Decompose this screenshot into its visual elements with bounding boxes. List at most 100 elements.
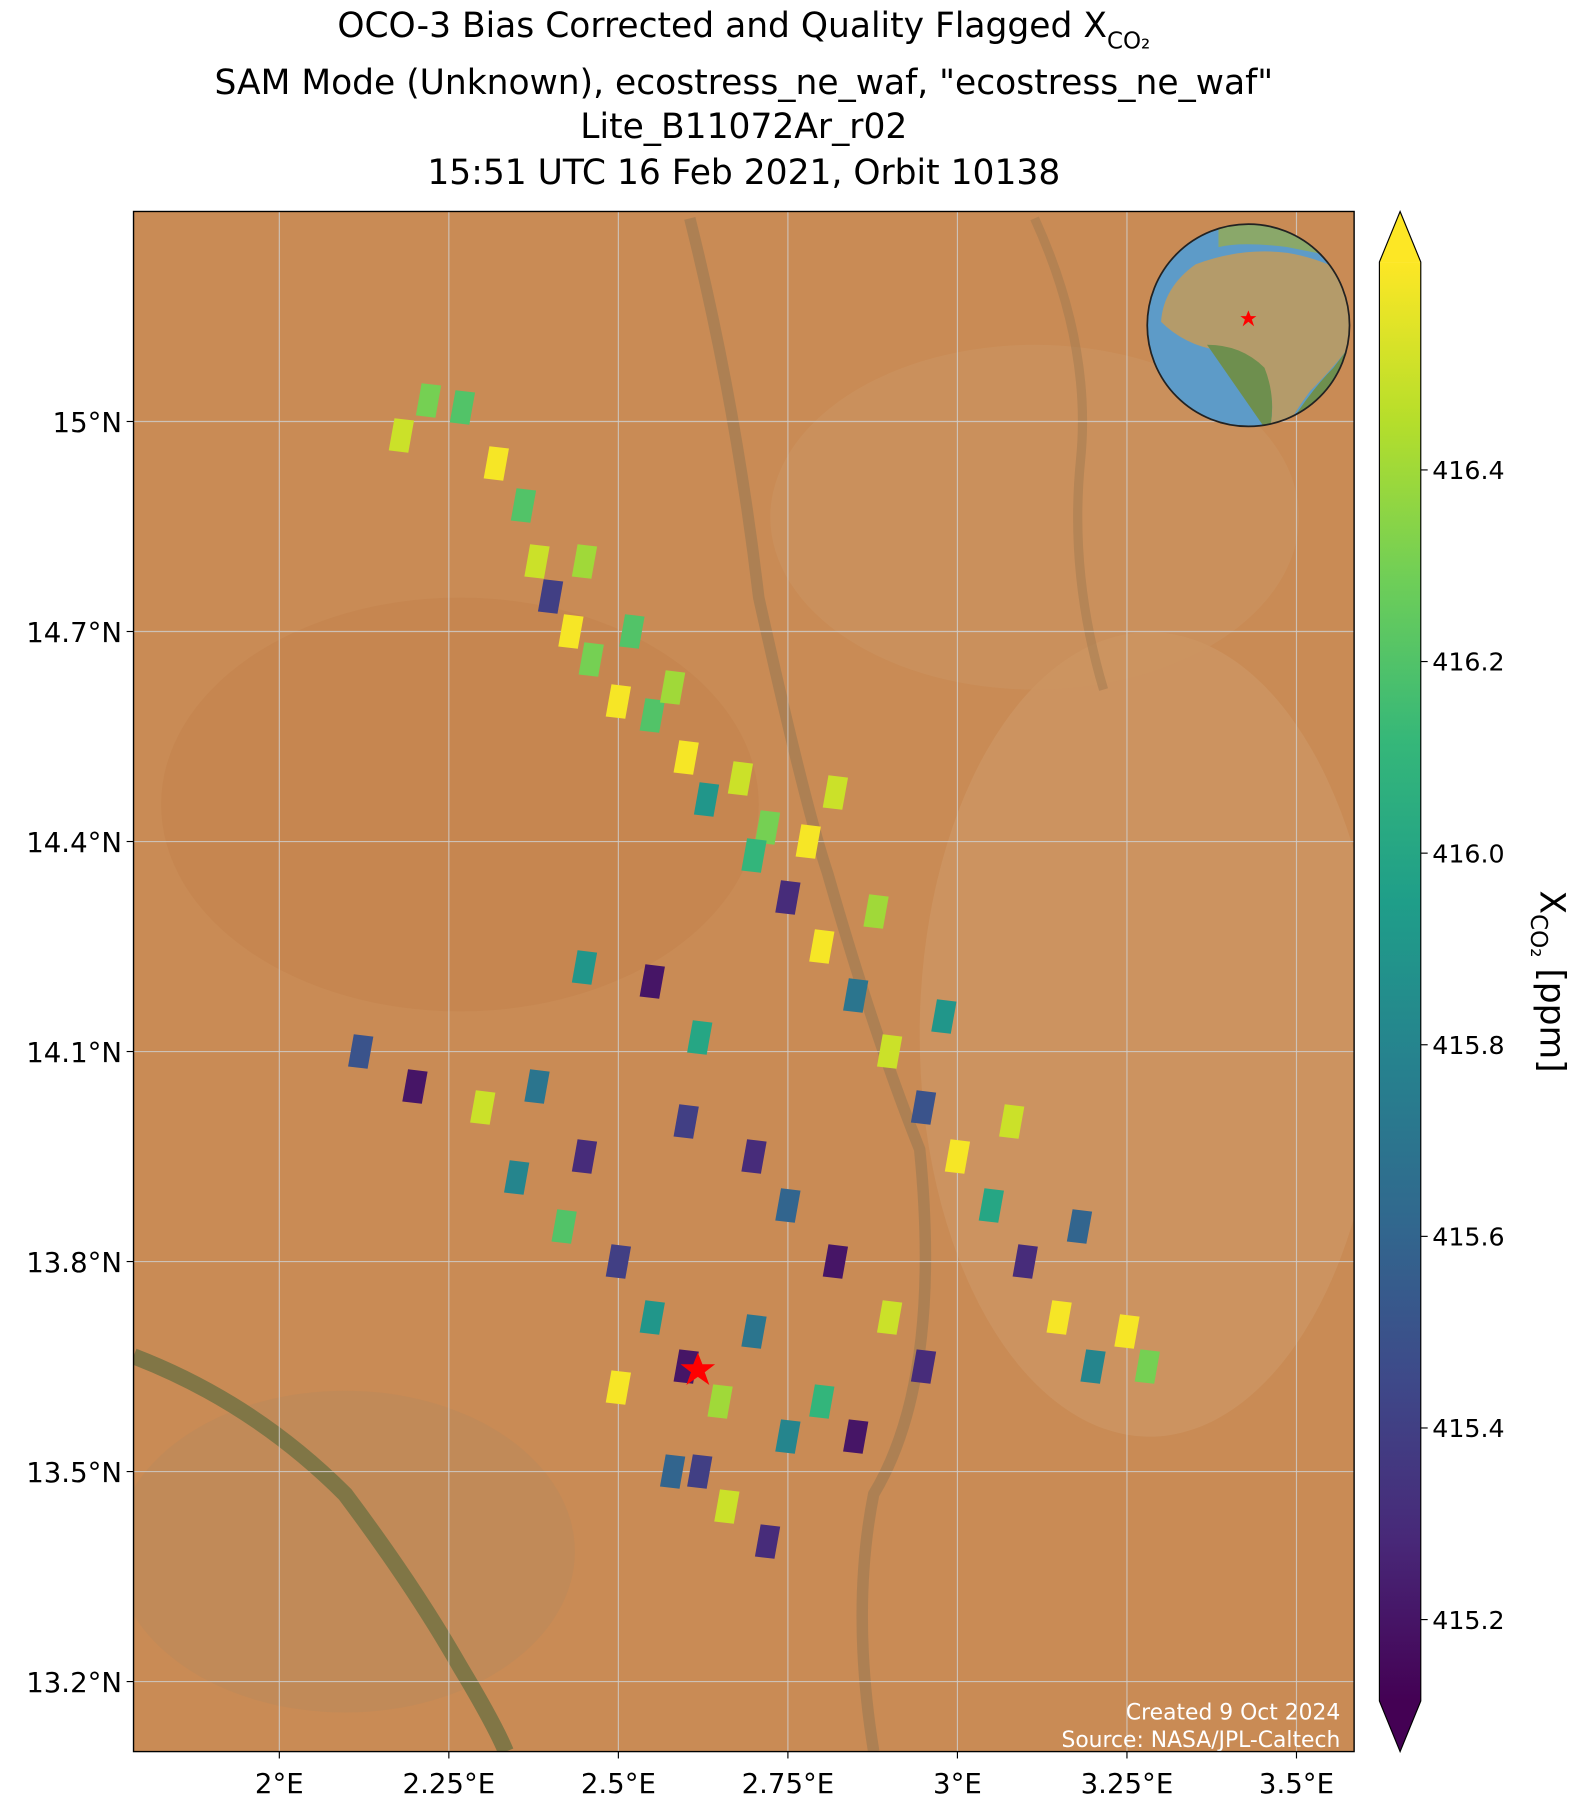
sounding (843, 978, 869, 1013)
map-background (133, 211, 1355, 1752)
sounding (673, 1104, 699, 1139)
colorbar-tick-label: 415.4 (1432, 1414, 1504, 1443)
sounding (809, 929, 835, 964)
y-tick-label: 14.4°N (26, 826, 122, 859)
y-tick-label: 13.5°N (26, 1456, 122, 1489)
sounding (571, 544, 598, 579)
sounding (483, 446, 509, 481)
sounding (659, 1454, 686, 1489)
y-tick-label: 13.8°N (26, 1246, 122, 1279)
sounding (1012, 1244, 1038, 1279)
colorbar-frame (1378, 209, 1422, 1754)
sounding (741, 1314, 767, 1349)
sounding (449, 390, 476, 425)
x-tick-label: 2°E (255, 1767, 304, 1800)
sounding (402, 1069, 428, 1104)
title-line: SAM Mode (Unknown), ecostress_ne_waf, "e… (215, 63, 1274, 103)
sounding (693, 782, 720, 817)
sounding (822, 775, 849, 810)
sounding (978, 1188, 1004, 1223)
title-line: 15:51 UTC 16 Feb 2021, Orbit 10138 (427, 153, 1060, 193)
colorbar-label: XCO₂ [ppm] (1525, 890, 1571, 1072)
sounding (910, 1349, 937, 1384)
sounding (348, 1034, 374, 1069)
cbar-label-main: X (1531, 890, 1571, 914)
target-star (680, 1352, 716, 1385)
sounding (809, 1384, 835, 1419)
sounding (470, 1090, 496, 1125)
sounding (605, 1370, 632, 1405)
sounding (1046, 1300, 1072, 1335)
sounding (524, 544, 550, 579)
sounding (578, 642, 604, 677)
colorbar-tick-label: 416.2 (1432, 648, 1504, 677)
sounding (754, 1524, 781, 1559)
sounding (1134, 1349, 1160, 1384)
sounding (1066, 1209, 1093, 1244)
sounding (415, 383, 442, 418)
sounding (687, 1020, 713, 1055)
sounding (1080, 1349, 1106, 1384)
sounding (775, 1419, 801, 1454)
credit: Source: NASA/JPL-Caltech (1061, 1728, 1340, 1753)
y-tick-label: 14.7°N (26, 616, 122, 649)
sounding (876, 1034, 903, 1069)
sounding (754, 810, 781, 845)
x-tick-label: 3.25°E (1081, 1767, 1174, 1800)
cbar-label-sub: CO₂ (1525, 914, 1551, 957)
sounding (999, 1104, 1025, 1139)
sounding (605, 1244, 632, 1279)
credit: Created 9 Oct 2024 (1126, 1700, 1340, 1725)
sounding (775, 1188, 801, 1223)
sounding (510, 488, 537, 523)
y-tick-label: 15°N (53, 406, 123, 439)
plot-frame (132, 210, 1355, 1753)
colorbar-extend (1379, 211, 1421, 263)
cbar-label-unit: [ppm] (1531, 957, 1571, 1072)
y-tick-label: 14.1°N (26, 1036, 122, 1069)
colorbar-gradient (1379, 262, 1421, 1702)
sounding (659, 670, 686, 705)
sounding (741, 838, 767, 873)
x-tick-label: 2.75°E (742, 1767, 835, 1800)
sounding (571, 1139, 598, 1174)
sounding (537, 579, 564, 614)
sounding (571, 950, 598, 985)
sounding (714, 1489, 740, 1524)
sounding (639, 698, 665, 733)
sounding (863, 894, 889, 929)
sounding (876, 1300, 903, 1335)
sounding (524, 1069, 550, 1104)
sounding (687, 1454, 713, 1489)
sounding (944, 1139, 971, 1174)
sounding (910, 1090, 937, 1125)
x-tick-label: 3°E (933, 1767, 982, 1800)
x-tick-label: 3.5°E (1259, 1767, 1334, 1800)
title-text: OCO-3 Bias Corrected and Quality Flagged… (337, 6, 1107, 46)
colorbar-tick-label: 415.2 (1432, 1606, 1504, 1635)
sounding (388, 418, 415, 453)
sounding (639, 964, 665, 999)
sounding (775, 880, 801, 915)
sounding (639, 1300, 665, 1335)
x-tick-label: 2.25°E (403, 1767, 496, 1800)
sounding (822, 1244, 849, 1279)
sounding (727, 761, 754, 796)
colorbar-tick-label: 415.6 (1432, 1223, 1504, 1252)
colorbar-extend (1379, 1701, 1421, 1752)
sounding (843, 1419, 869, 1454)
title-subscript: CO₂ (1107, 28, 1150, 54)
colorbar-tick-label: 415.8 (1432, 1031, 1504, 1060)
sounding (931, 999, 957, 1034)
colorbar-tick-label: 416.4 (1432, 456, 1504, 485)
x-tick-label: 2.5°E (581, 1767, 656, 1800)
title-line: OCO-3 Bias Corrected and Quality Flagged… (337, 6, 1150, 54)
colorbar: 415.2 415.4 415.6 415.8 416.0 416.2 416.4 (1378, 209, 1505, 1754)
sounding (504, 1160, 530, 1195)
title-line: Lite_B11072Ar_r02 (580, 107, 907, 147)
sounding (551, 1209, 577, 1244)
sounding (673, 740, 699, 775)
sounding (605, 684, 632, 719)
